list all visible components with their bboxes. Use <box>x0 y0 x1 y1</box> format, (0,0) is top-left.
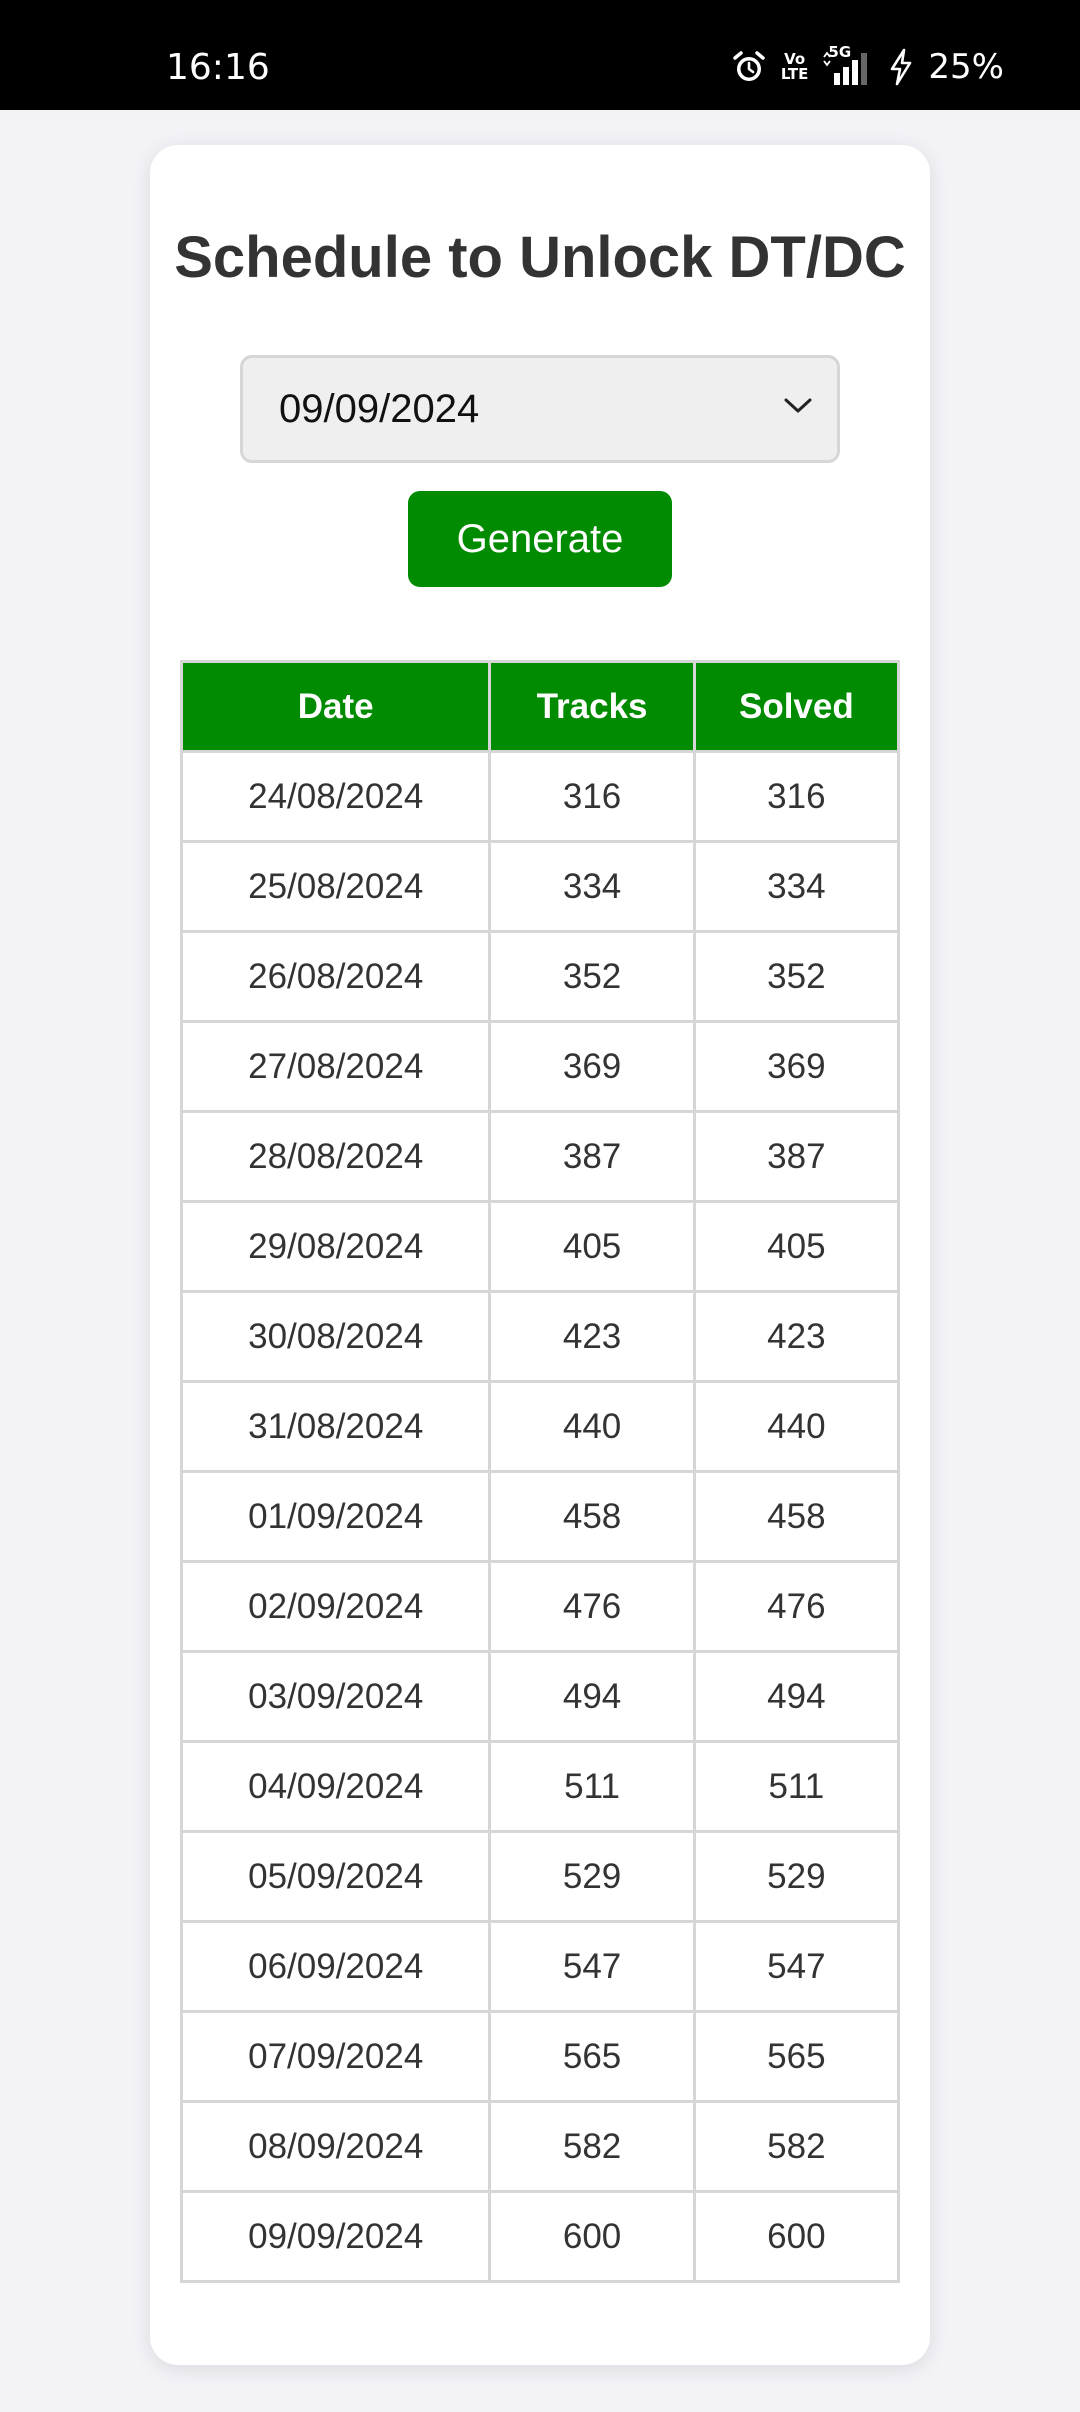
cell-tracks: 387 <box>488 1110 696 1203</box>
cell-tracks: 440 <box>488 1380 696 1473</box>
table-row: 06/09/2024 547 547 <box>179 1920 901 2013</box>
cell-date: 04/09/2024 <box>179 1740 492 1833</box>
status-time: 16:16 <box>166 47 270 88</box>
cell-date: 25/08/2024 <box>179 840 492 933</box>
cell-solved: 387 <box>692 1110 901 1203</box>
cell-solved: 476 <box>692 1560 901 1653</box>
cell-date: 02/09/2024 <box>179 1560 492 1653</box>
cell-solved: 440 <box>692 1380 901 1473</box>
cell-tracks: 529 <box>488 1830 696 1923</box>
volte-indicator: Vo LTE <box>781 52 809 82</box>
volte-line1: Vo <box>784 50 806 68</box>
cell-solved: 405 <box>692 1200 901 1293</box>
cell-solved: 494 <box>692 1650 901 1743</box>
cell-solved: 565 <box>692 2010 901 2103</box>
status-icons: Vo LTE 5G 25% <box>731 43 1004 90</box>
cell-solved: 582 <box>692 2100 901 2193</box>
generate-button[interactable]: Generate <box>408 491 672 587</box>
schedule-table: Date Tracks Solved 24/08/2024 316 316 25/0… <box>179 660 901 2283</box>
cell-solved: 600 <box>692 2190 901 2283</box>
date-select-value: 09/09/2024 <box>279 387 480 431</box>
table-row: 27/08/2024 369 369 <box>179 1020 901 1113</box>
cell-date: 03/09/2024 <box>179 1650 492 1743</box>
charging-icon <box>888 48 914 86</box>
cell-tracks: 316 <box>488 750 696 843</box>
cell-tracks: 494 <box>488 1650 696 1743</box>
date-select[interactable]: 09/09/2024 <box>240 355 840 463</box>
cell-tracks: 476 <box>488 1560 696 1653</box>
cell-tracks: 352 <box>488 930 696 1023</box>
cell-date: 01/09/2024 <box>179 1470 492 1563</box>
cell-solved: 423 <box>692 1290 901 1383</box>
table-row: 24/08/2024 316 316 <box>179 750 901 843</box>
table-row: 28/08/2024 387 387 <box>179 1110 901 1203</box>
cell-tracks: 423 <box>488 1290 696 1383</box>
table-row: 07/09/2024 565 565 <box>179 2010 901 2103</box>
signal-icon <box>823 51 868 85</box>
network-type: 5G <box>828 43 852 61</box>
cell-solved: 511 <box>692 1740 901 1833</box>
battery-percentage: 25% <box>928 47 1004 87</box>
cell-solved: 334 <box>692 840 901 933</box>
header-date: Date <box>179 660 492 753</box>
header-solved: Solved <box>692 660 901 753</box>
cell-date: 08/09/2024 <box>179 2100 492 2193</box>
cell-tracks: 369 <box>488 1020 696 1113</box>
status-bar: 16:16 Vo LTE 5G <box>0 0 1080 110</box>
cell-tracks: 600 <box>488 2190 696 2283</box>
table-row: 31/08/2024 440 440 <box>179 1380 901 1473</box>
cell-date: 31/08/2024 <box>179 1380 492 1473</box>
cell-tracks: 458 <box>488 1470 696 1563</box>
cell-date: 30/08/2024 <box>179 1290 492 1383</box>
table-row: 30/08/2024 423 423 <box>179 1290 901 1383</box>
cell-date: 26/08/2024 <box>179 930 492 1023</box>
cell-solved: 458 <box>692 1470 901 1563</box>
table-row: 08/09/2024 582 582 <box>179 2100 901 2193</box>
table-row: 26/08/2024 352 352 <box>179 930 901 1023</box>
table-row: 25/08/2024 334 334 <box>179 840 901 933</box>
cell-tracks: 405 <box>488 1200 696 1293</box>
cell-solved: 529 <box>692 1830 901 1923</box>
header-tracks: Tracks <box>488 660 696 753</box>
table-row: 01/09/2024 458 458 <box>179 1470 901 1563</box>
table-header-row: Date Tracks Solved <box>179 660 901 753</box>
table-row: 02/09/2024 476 476 <box>179 1560 901 1653</box>
table-row: 05/09/2024 529 529 <box>179 1830 901 1923</box>
schedule-card: Schedule to Unlock DT/DC 09/09/2024 Gene… <box>150 145 930 2365</box>
volte-line2: LTE <box>780 65 809 83</box>
alarm-icon <box>731 49 767 85</box>
cell-tracks: 547 <box>488 1920 696 2013</box>
cell-date: 06/09/2024 <box>179 1920 492 2013</box>
cell-solved: 547 <box>692 1920 901 2013</box>
cell-solved: 352 <box>692 930 901 1023</box>
cell-tracks: 565 <box>488 2010 696 2103</box>
cell-date: 09/09/2024 <box>179 2190 492 2283</box>
cell-solved: 369 <box>692 1020 901 1113</box>
table-row: 29/08/2024 405 405 <box>179 1200 901 1293</box>
cell-date: 07/09/2024 <box>179 2010 492 2103</box>
cell-date: 29/08/2024 <box>179 1200 492 1293</box>
cell-date: 27/08/2024 <box>179 1020 492 1113</box>
table-row: 03/09/2024 494 494 <box>179 1650 901 1743</box>
network-indicator: 5G <box>822 43 874 87</box>
table-row: 09/09/2024 600 600 <box>179 2190 901 2283</box>
cell-date: 24/08/2024 <box>179 750 492 843</box>
page-title: Schedule to Unlock DT/DC <box>174 225 906 290</box>
cell-tracks: 334 <box>488 840 696 933</box>
cell-solved: 316 <box>692 750 901 843</box>
chevron-down-icon <box>783 396 813 421</box>
cell-date: 05/09/2024 <box>179 1830 492 1923</box>
cell-tracks: 582 <box>488 2100 696 2193</box>
cell-tracks: 511 <box>488 1740 696 1833</box>
cell-date: 28/08/2024 <box>179 1110 492 1203</box>
table-row: 04/09/2024 511 511 <box>179 1740 901 1833</box>
